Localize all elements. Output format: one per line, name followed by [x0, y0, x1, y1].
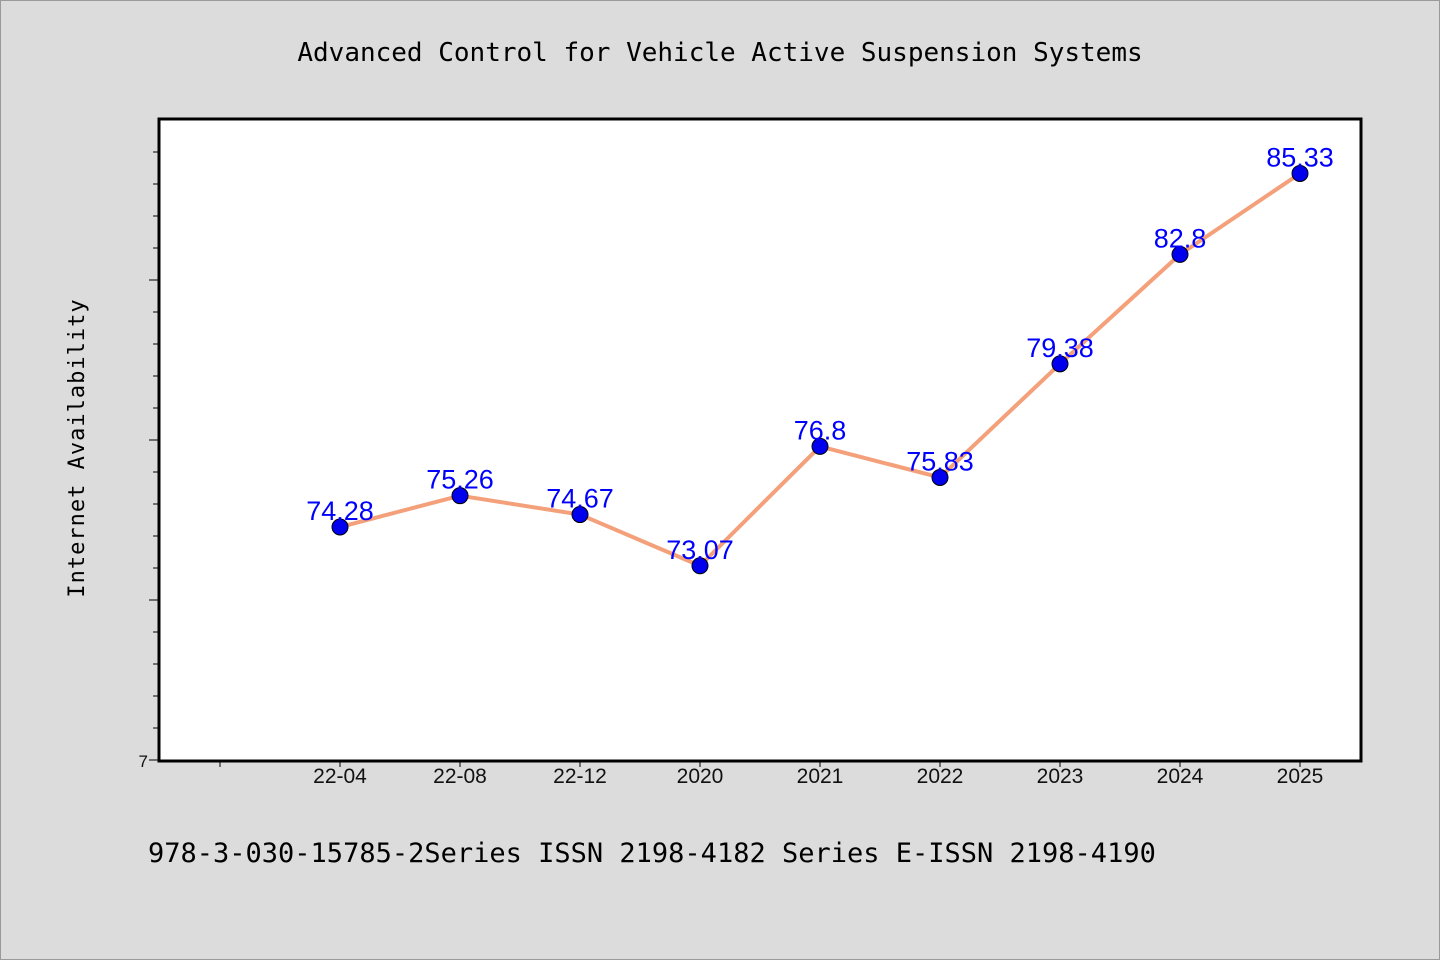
data-label: 82.8	[1154, 223, 1207, 253]
series-layer: 74.28 75.26 74.67 73.07 76.8 75.83 79.38 82.8 85…	[306, 142, 1334, 575]
x-tick-label: 2023	[1037, 765, 1084, 788]
data-label: 75.26	[426, 465, 494, 495]
data-label: 75.83	[906, 446, 974, 476]
y-tick-label: 7	[139, 752, 148, 771]
data-label: 76.8	[794, 415, 847, 445]
data-point	[811, 437, 829, 455]
data-label: 74.67	[546, 484, 614, 514]
x-axis: 22-04 22-08 22-12 2020 2021 2022 2023 2024 2025	[219, 761, 1324, 788]
x-tick-label: 22-08	[433, 765, 487, 788]
x-tick-label: 2024	[1157, 765, 1204, 788]
data-point	[571, 506, 589, 524]
data-point	[931, 468, 949, 486]
y-axis-label: Internet Availability	[65, 298, 90, 597]
data-point	[451, 487, 469, 505]
x-tick-label: 2021	[797, 765, 844, 788]
data-label: 79.38	[1026, 333, 1094, 363]
chart-title: Advanced Control for Vehicle Active Susp…	[297, 38, 1142, 68]
y-axis	[149, 151, 159, 761]
data-label: 85.33	[1266, 142, 1334, 172]
x-tick-label: 22-12	[553, 765, 607, 788]
data-point	[691, 557, 709, 575]
x-tick-label: 22-04	[313, 765, 367, 788]
data-label: 73.07	[666, 535, 734, 565]
plot-area	[157, 117, 1363, 763]
data-point	[1051, 355, 1069, 373]
data-point	[331, 518, 349, 536]
footer-isbn-text: 978-3-030-15785-2Series ISSN 2198-4182 S…	[148, 838, 1156, 869]
x-tick-label: 2020	[677, 765, 724, 788]
data-point	[1171, 245, 1189, 263]
x-tick-label: 2022	[917, 765, 964, 788]
x-tick-label: 2025	[1277, 765, 1324, 788]
data-label: 74.28	[306, 496, 374, 526]
data-point	[1291, 164, 1309, 182]
